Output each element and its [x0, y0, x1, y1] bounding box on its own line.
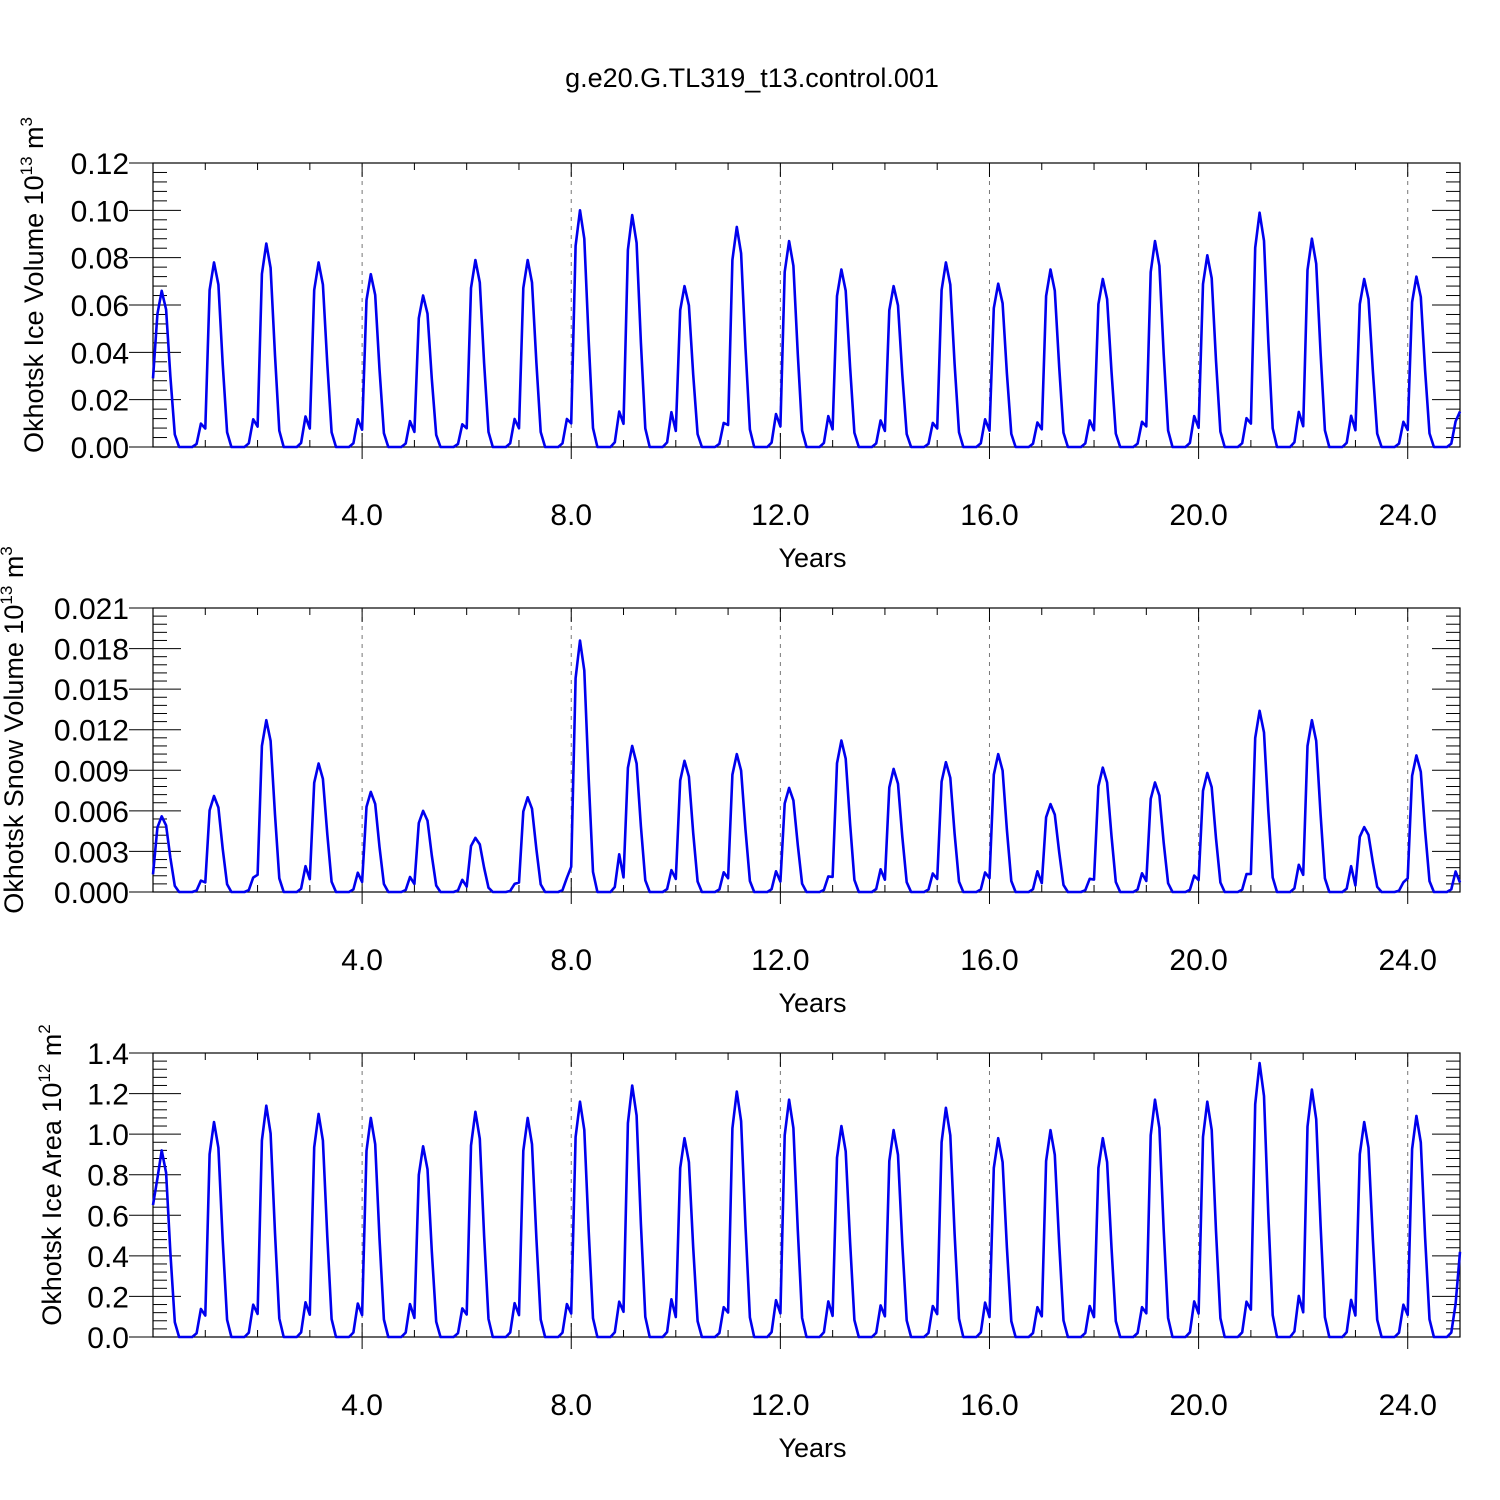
y-axis-label-unit: m — [37, 1034, 67, 1064]
x-tick-label: 12.0 — [751, 1389, 809, 1422]
y-tick-label: 1.4 — [87, 1038, 129, 1071]
y-tick-label: 0.012 — [54, 715, 129, 748]
panel-1: 4.0 8.0 12.0 16.0 20.0 24.0 0.00 0.02 0.04 0.06 0.… — [17, 117, 1462, 573]
plot-frame — [152, 162, 1461, 448]
y-tick-label: 0.4 — [87, 1241, 129, 1274]
x-tick-label: 20.0 — [1169, 944, 1227, 977]
x-tick-label: 12.0 — [751, 499, 809, 532]
y-axis-label-text: Okhotsk Ice Volume 10 — [19, 175, 49, 453]
y-tick-label: 0.08 — [71, 243, 129, 276]
series-line — [151, 639, 1462, 894]
panel-3: 4.0 8.0 12.0 16.0 20.0 24.0 0.0 0.2 0.4 0.6 0.8 1.0… — [35, 1024, 1462, 1463]
y-tick-label: 1.2 — [87, 1079, 129, 1112]
y-tick-label: 0.018 — [54, 634, 129, 667]
y-tick-label: 0.003 — [54, 836, 129, 869]
y-axis-label: Okhotsk Snow Volume 1013 m3 — [0, 546, 29, 914]
y-tick-label: 0.10 — [71, 195, 129, 228]
y-tick-label: 0.04 — [71, 337, 129, 370]
y-axis-label: Okhotsk Ice Area 1012 m2 — [35, 1024, 67, 1326]
y-tick-label: 0.021 — [54, 593, 129, 626]
x-tick-label: 16.0 — [960, 499, 1018, 532]
x-tick-label: 8.0 — [550, 1389, 592, 1422]
y-tick-label: 0.2 — [87, 1281, 129, 1314]
y-tick-label: 0.06 — [71, 290, 129, 323]
x-tick-label: 24.0 — [1379, 944, 1437, 977]
y-axis-label-unit-exponent: 3 — [0, 546, 16, 555]
y-axis-label-unit-exponent: 2 — [35, 1024, 54, 1033]
y-axis-label-exponent: 13 — [0, 586, 16, 605]
x-tick-label: 4.0 — [341, 944, 383, 977]
x-tick-label: 8.0 — [550, 499, 592, 532]
y-tick-label: 0.0 — [87, 1322, 129, 1355]
y-tick-label: 0.8 — [87, 1160, 129, 1193]
series-line — [151, 1061, 1462, 1339]
y-tick-label: 1.0 — [87, 1119, 129, 1152]
y-tick-label: 0.6 — [87, 1200, 129, 1233]
y-axis-label-text: Okhotsk Ice Area 10 — [37, 1083, 67, 1326]
x-axis-label: Years — [778, 543, 846, 573]
chart-title: g.e20.G.TL319_t13.control.001 — [565, 63, 939, 93]
y-axis-label-exponent: 12 — [35, 1064, 54, 1083]
y-axis-label-exponent: 13 — [17, 156, 36, 175]
x-axis-label: Years — [778, 988, 846, 1018]
x-tick-label: 4.0 — [341, 1389, 383, 1422]
y-tick-label: 0.12 — [71, 148, 129, 181]
y-axis-label: Okhotsk Ice Volume 1013 m3 — [17, 117, 49, 453]
y-tick-label: 0.000 — [54, 877, 129, 910]
y-axis-label-unit: m — [19, 126, 49, 156]
y-tick-label: 0.006 — [54, 796, 129, 829]
series-line — [151, 209, 1462, 449]
x-tick-label: 16.0 — [960, 944, 1018, 977]
y-tick-label: 0.00 — [71, 432, 129, 465]
x-tick-label: 8.0 — [550, 944, 592, 977]
x-axis-label: Years — [778, 1433, 846, 1463]
y-axis-label-text: Okhotsk Snow Volume 10 — [0, 605, 29, 914]
y-tick-label: 0.02 — [71, 385, 129, 418]
x-tick-label: 20.0 — [1169, 499, 1227, 532]
panel-2: 4.0 8.0 12.0 16.0 20.0 24.0 0.000 0.003 0.006 0.0… — [0, 546, 1462, 1018]
y-tick-label: 0.015 — [54, 674, 129, 707]
x-tick-label: 24.0 — [1379, 499, 1437, 532]
x-tick-label: 12.0 — [751, 944, 809, 977]
y-axis-label-unit-exponent: 3 — [17, 117, 36, 126]
x-tick-label: 4.0 — [341, 499, 383, 532]
x-tick-label: 16.0 — [960, 1389, 1018, 1422]
x-tick-label: 24.0 — [1379, 1389, 1437, 1422]
y-axis-label-unit: m — [0, 556, 29, 586]
y-tick-label: 0.009 — [54, 755, 129, 788]
x-tick-label: 20.0 — [1169, 1389, 1227, 1422]
